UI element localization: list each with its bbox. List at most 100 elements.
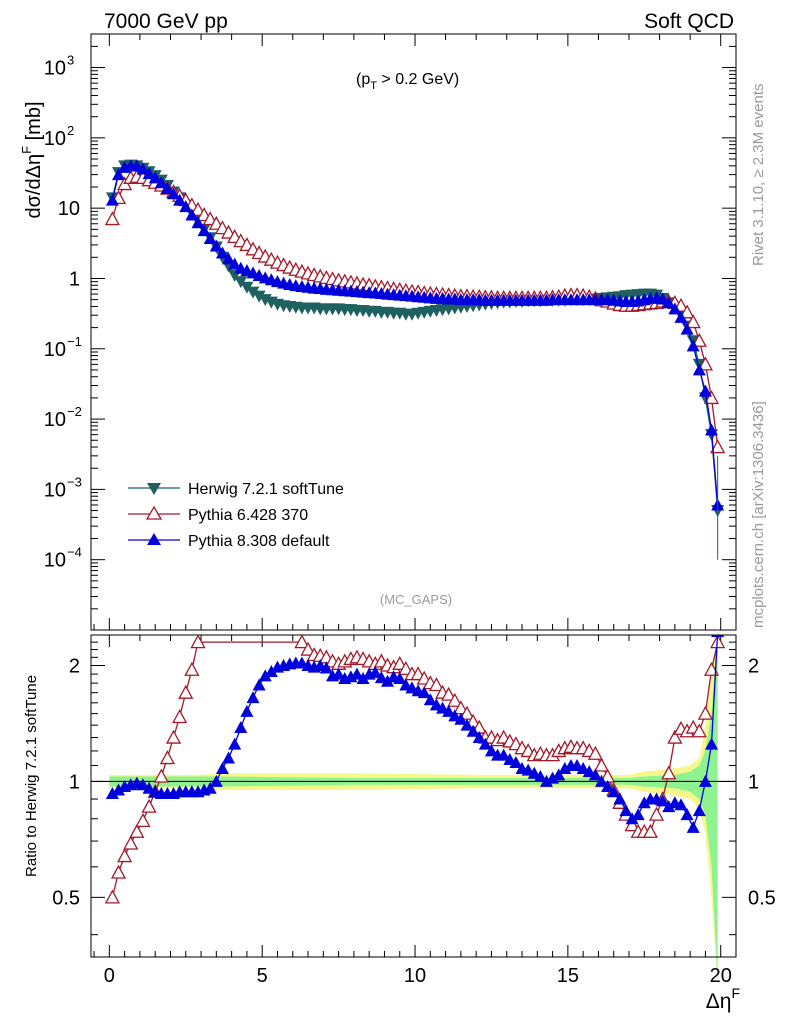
top-panel-frame bbox=[90, 33, 737, 631]
y-tick-label-ratio-right: 1 bbox=[748, 771, 759, 793]
ratio-data-point bbox=[300, 641, 316, 656]
ratio-panel-frame bbox=[90, 634, 737, 958]
top-data-point bbox=[148, 171, 162, 184]
y-tick-label-top: 10 bbox=[44, 58, 66, 80]
analysis-watermark: (MC_GAPS) bbox=[380, 592, 452, 607]
y-tick-label-top: 10 bbox=[44, 479, 66, 501]
pt-cut-label: (pT > 0.2 GeV) bbox=[356, 71, 459, 92]
ratio-data-point bbox=[222, 751, 236, 764]
ratio-panel: 0 5 10 15 20 0.5 0.5 1 1 2 2 bbox=[52, 628, 776, 987]
ratio-data-point bbox=[234, 721, 248, 734]
ratio-series-pythia-8-308-default bbox=[105, 635, 725, 833]
ratio-data-point bbox=[624, 817, 640, 832]
y-tick-label-top: 10 bbox=[44, 339, 66, 361]
ratio-data-point bbox=[123, 835, 139, 850]
ratio-data-point bbox=[294, 635, 310, 649]
y-tick-label-ratio: 0.5 bbox=[52, 887, 80, 909]
ratio-data-point bbox=[552, 768, 566, 781]
top-data-point bbox=[685, 314, 701, 329]
top-data-point bbox=[679, 304, 695, 319]
top-data-point bbox=[104, 211, 120, 226]
svg-text:Ratio to Herwig 7.2.1 softTune: Ratio to Herwig 7.2.1 softTune bbox=[23, 675, 40, 877]
ratio-data-point bbox=[711, 635, 725, 638]
top-data-point bbox=[112, 168, 126, 181]
top-data-point bbox=[703, 390, 720, 405]
ratio-data-point bbox=[350, 667, 364, 680]
top-data-point bbox=[228, 257, 242, 270]
ratio-data-point bbox=[110, 864, 127, 879]
ratio-data-point bbox=[533, 769, 547, 782]
ratio-data-point bbox=[705, 737, 719, 750]
ratio-data-point bbox=[625, 812, 639, 825]
ratio-data-point bbox=[215, 762, 229, 775]
top-data-point bbox=[173, 193, 187, 206]
legend-marker-pythia8 bbox=[147, 533, 161, 545]
top-data-point bbox=[191, 216, 205, 229]
ratio-data-point bbox=[172, 709, 188, 724]
x-tick-label: 10 bbox=[404, 965, 426, 987]
top-data-point bbox=[240, 281, 254, 294]
top-data-point bbox=[197, 224, 211, 237]
ratio-data-point bbox=[497, 748, 511, 761]
ratio-data-point bbox=[607, 785, 621, 798]
ratio-data-point bbox=[613, 792, 627, 805]
y-tick-label-ratio: 2 bbox=[69, 655, 80, 677]
ratio-data-point bbox=[691, 723, 707, 738]
ratio-data-point bbox=[656, 794, 670, 807]
ratio-data-point bbox=[509, 755, 523, 768]
ratio-data-point bbox=[558, 762, 572, 775]
y-tick-label-top: 10 bbox=[44, 409, 66, 431]
ratio-data-point bbox=[112, 783, 126, 796]
mcplots-label: mcplots.cern.ch [arXiv:1306.3436] bbox=[750, 401, 767, 628]
ratio-data-point bbox=[661, 765, 677, 780]
x-tick-label: 20 bbox=[710, 965, 732, 987]
top-data-point bbox=[167, 187, 181, 200]
ratio-data-point bbox=[692, 804, 706, 817]
top-data-point bbox=[656, 292, 670, 305]
ratio-data-point bbox=[252, 678, 266, 691]
legend: Herwig 7.2.1 softTune Pythia 6.428 370 P… bbox=[128, 481, 344, 550]
ratio-data-point bbox=[593, 757, 610, 772]
top-data-point bbox=[692, 363, 706, 376]
ratio-data-point bbox=[356, 672, 370, 685]
header-energy-label: 7000 GeV pp bbox=[104, 10, 228, 33]
ratio-data-point bbox=[332, 667, 346, 680]
top-data-point bbox=[190, 201, 206, 216]
top-data-point bbox=[691, 332, 707, 347]
ratio-data-point bbox=[587, 745, 603, 760]
ratio-data-point bbox=[184, 661, 200, 676]
ratio-data-point bbox=[368, 665, 382, 678]
svg-text:Pythia 8.308 default: Pythia 8.308 default bbox=[188, 533, 330, 550]
legend-entry-pythia8: Pythia 8.308 default bbox=[128, 533, 330, 550]
ratio-data-point bbox=[105, 787, 119, 800]
ratio-data-point bbox=[423, 693, 437, 706]
ratio-data-point bbox=[588, 768, 602, 781]
ratio-data-point bbox=[637, 796, 651, 809]
ratio-series-pythia-6-428-370 bbox=[104, 635, 726, 904]
top-data-point bbox=[215, 246, 229, 259]
ratio-data-point bbox=[674, 798, 688, 811]
y-tick-label-top: 1 bbox=[69, 268, 80, 290]
x-axis-label: ΔηF bbox=[706, 985, 740, 1013]
ratio-data-point bbox=[447, 692, 463, 707]
ratio-data-point bbox=[698, 774, 712, 787]
top-data-point bbox=[209, 239, 223, 252]
ratio-data-point bbox=[417, 686, 431, 699]
y-tick-exponent-top: −2 bbox=[67, 404, 82, 419]
legend-entry-herwig: Herwig 7.2.1 softTune bbox=[128, 481, 344, 498]
header-process-label: Soft QCD bbox=[644, 10, 734, 33]
top-data-point bbox=[680, 322, 694, 335]
ratio-data-point bbox=[264, 664, 278, 677]
y-tick-label-ratio: 1 bbox=[69, 771, 80, 793]
ratio-data-point bbox=[539, 774, 553, 787]
svg-text:Herwig 7.2.1 softTune: Herwig 7.2.1 softTune bbox=[188, 481, 344, 498]
ratio-data-point bbox=[454, 712, 468, 725]
top-data-point bbox=[185, 208, 199, 221]
ratio-data-point bbox=[159, 750, 176, 765]
ratio-data-point bbox=[594, 774, 608, 787]
top-data-point bbox=[710, 439, 726, 454]
top-data-point bbox=[686, 339, 700, 352]
ratio-data-point bbox=[178, 684, 194, 699]
y-tick-exponent-top: −3 bbox=[67, 474, 82, 489]
